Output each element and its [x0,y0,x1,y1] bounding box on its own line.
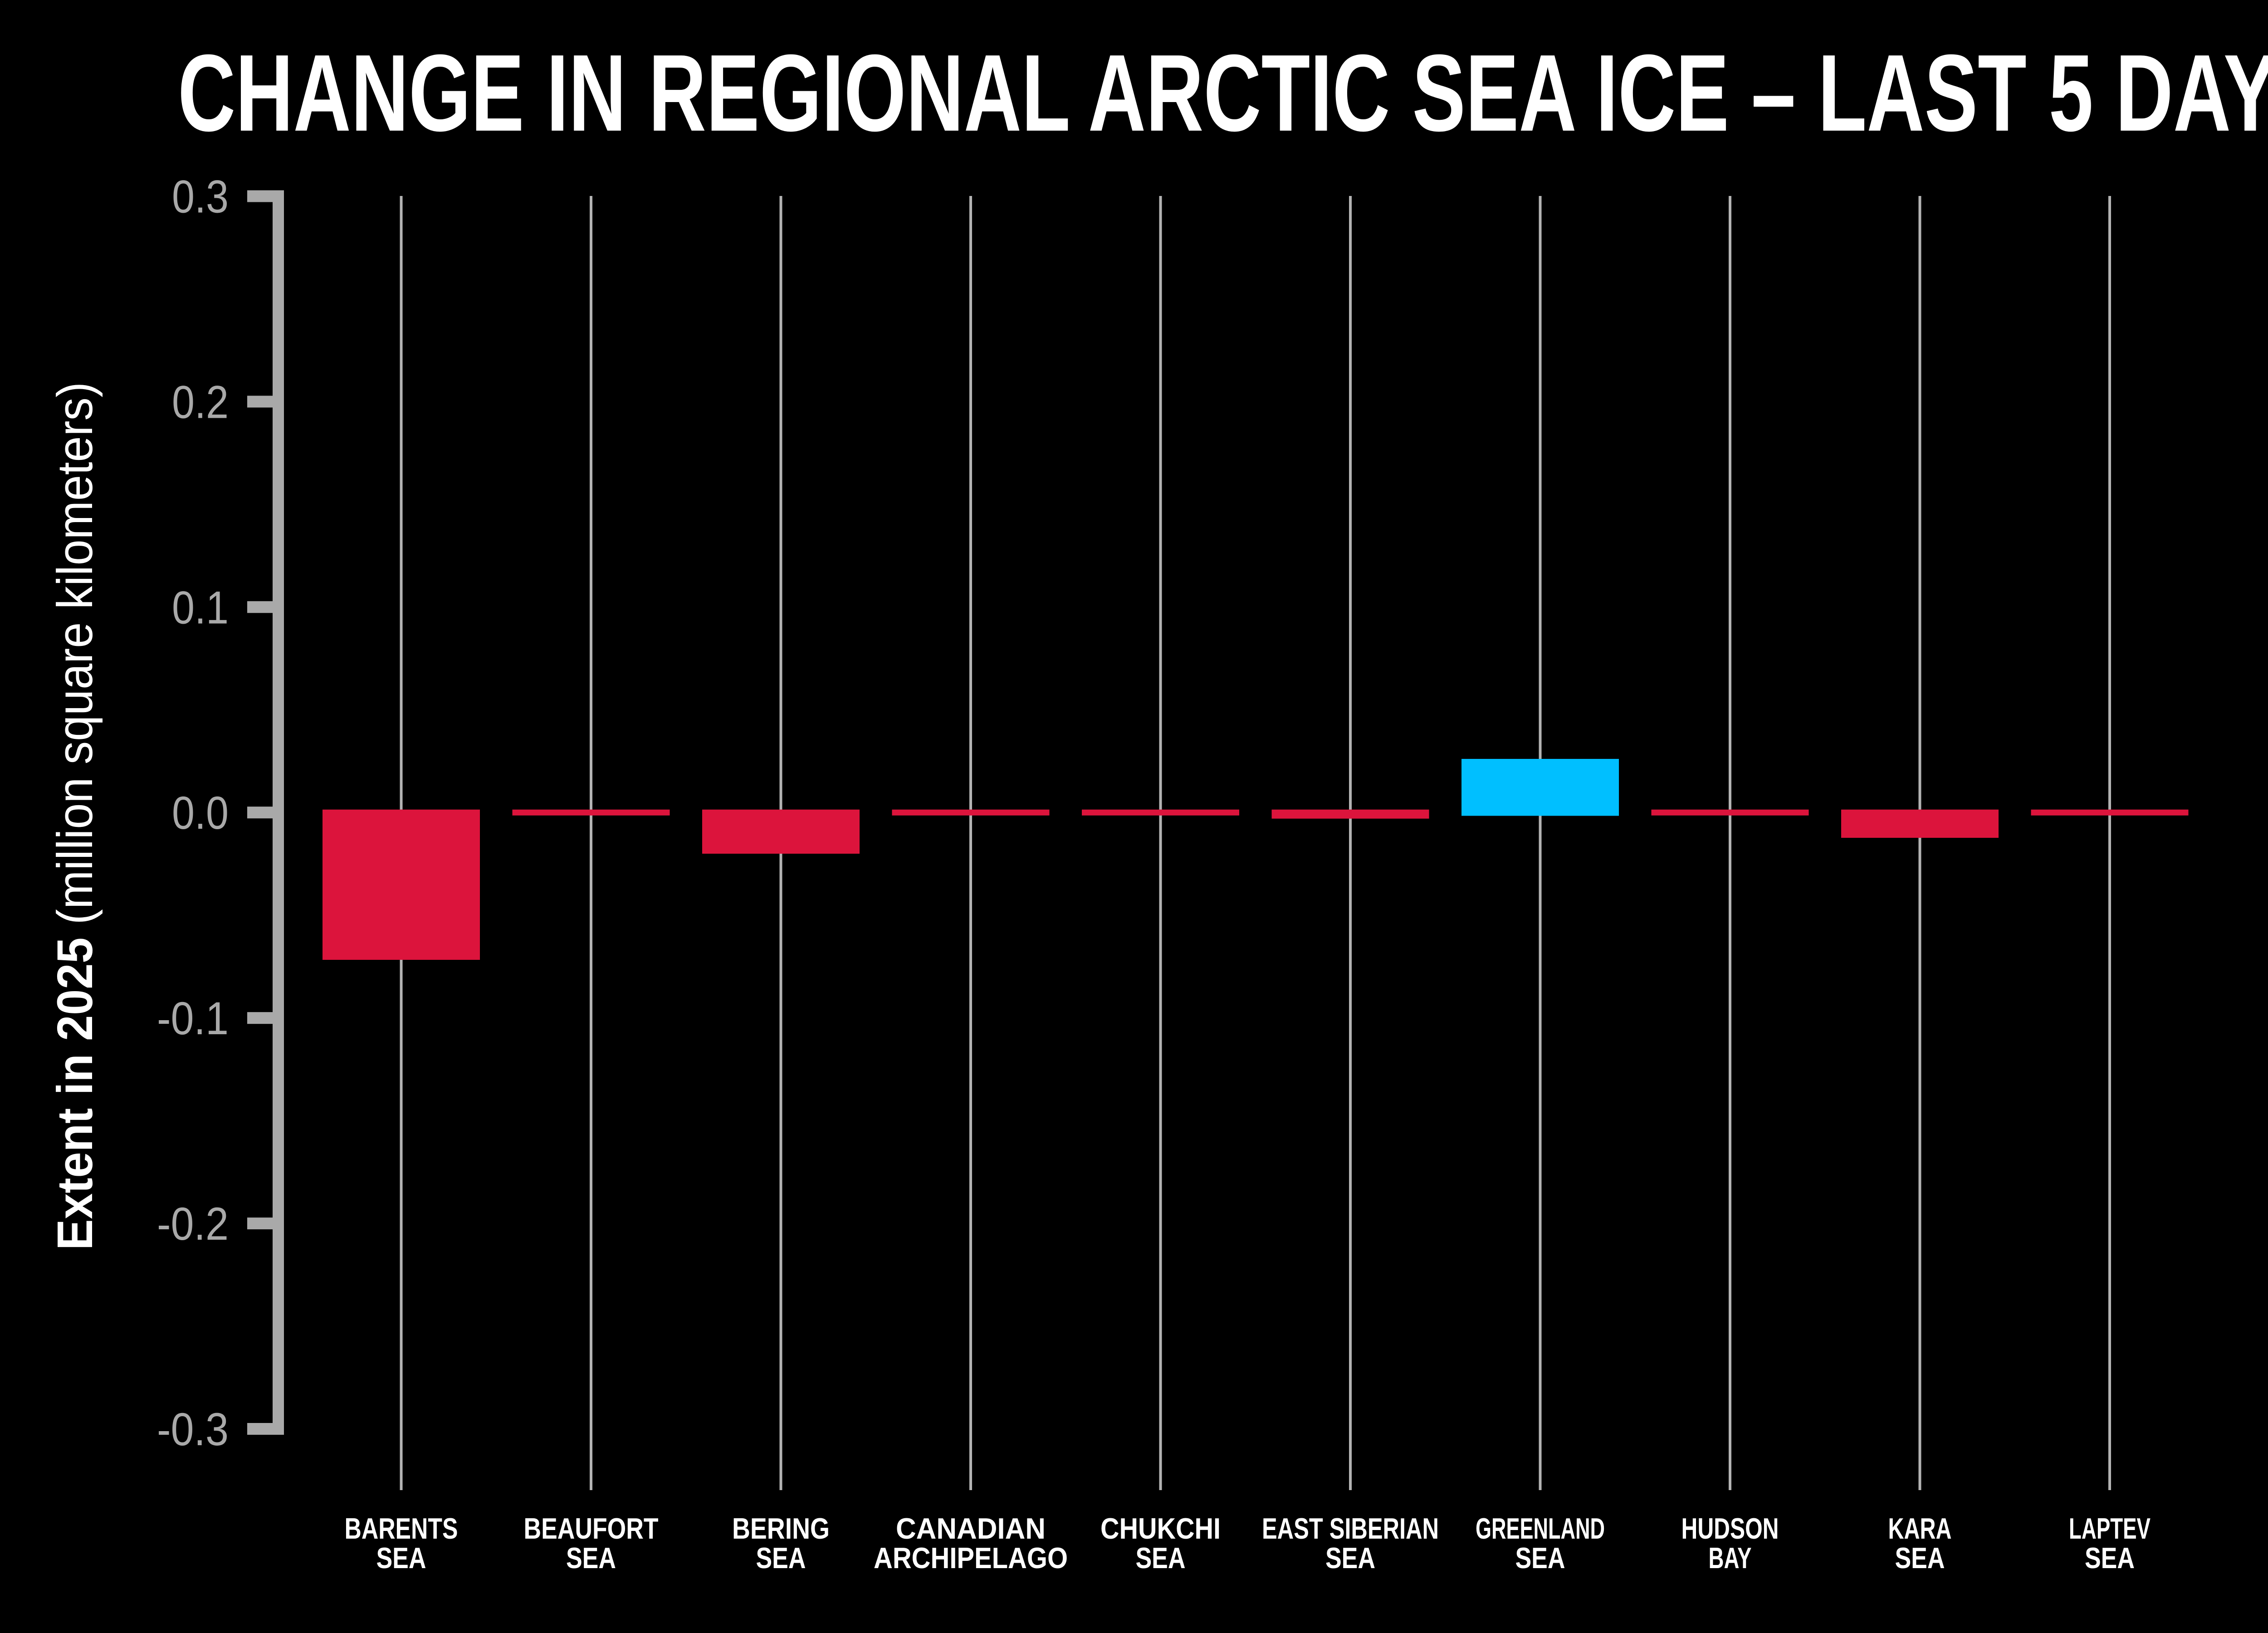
svg-text:BAY: BAY [1709,1541,1752,1574]
svg-text:BARENTS: BARENTS [345,1512,458,1545]
svg-text:0.1: 0.1 [172,582,229,633]
svg-text:GREENLAND: GREENLAND [1476,1512,1605,1545]
svg-text:0.0: 0.0 [172,787,229,839]
svg-text:CANADIAN: CANADIAN [896,1512,1046,1545]
svg-text:SEA: SEA [756,1541,806,1574]
svg-text:EAST SIBERIAN: EAST SIBERIAN [1262,1512,1439,1545]
svg-text:SEA: SEA [1136,1541,1186,1574]
svg-text:Extent in 2025 (million square: Extent in 2025 (million square kilometer… [47,382,103,1250]
svg-text:SEA: SEA [1895,1541,1945,1574]
svg-text:0.3: 0.3 [172,171,229,223]
svg-text:LAPTEV: LAPTEV [2069,1512,2151,1545]
svg-text:BERING: BERING [732,1512,830,1545]
svg-text:KARA: KARA [1888,1512,1952,1545]
svg-text:SEA: SEA [1515,1541,1565,1574]
svg-text:SEA: SEA [1325,1541,1375,1574]
svg-text:0.2: 0.2 [172,376,229,428]
svg-text:SEA: SEA [376,1541,426,1574]
svg-text:CHANGE IN REGIONAL ARCTIC SEA: CHANGE IN REGIONAL ARCTIC SEA ICE – LAST… [178,32,2268,154]
svg-text:-0.1: -0.1 [157,993,229,1044]
svg-text:SEA: SEA [2085,1541,2135,1574]
svg-text:-0.2: -0.2 [157,1198,229,1250]
svg-text:BEAUFORT: BEAUFORT [524,1512,659,1545]
svg-text:ARCHIPELAGO: ARCHIPELAGO [874,1541,1068,1574]
svg-text:SEA: SEA [566,1541,616,1574]
svg-text:CHUKCHI: CHUKCHI [1100,1512,1221,1545]
svg-text:-0.3: -0.3 [157,1403,229,1455]
svg-text:HUDSON: HUDSON [1681,1512,1779,1545]
